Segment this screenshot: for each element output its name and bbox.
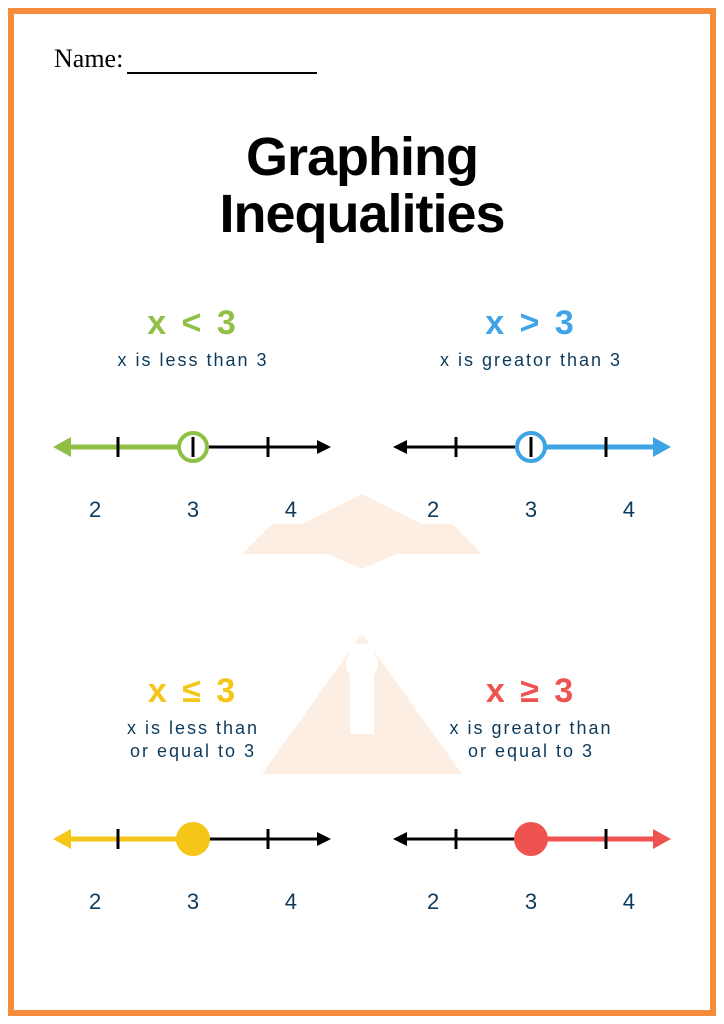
inequality-expr: x > 3	[382, 304, 680, 343]
tick-label: 3	[187, 889, 199, 915]
inequality-desc: x is greator than or equal to 3	[382, 717, 680, 764]
numberline: 2 3 4	[382, 427, 680, 487]
page-title: Graphing Inequalities	[14, 129, 710, 242]
cell-less-than: x < 3 x is less than 3 2 3 4	[44, 304, 342, 612]
numberline: 2 3 4	[44, 819, 342, 879]
title-line-2: Inequalities	[14, 186, 710, 243]
tick-label: 3	[525, 497, 537, 523]
inequality-grid: x < 3 x is less than 3 2 3 4 x > 3 x is …	[44, 304, 680, 980]
tick-label: 3	[187, 497, 199, 523]
worksheet-frame: Name: Graphing Inequalities x < 3 x is l…	[8, 8, 716, 1016]
cell-greater-than: x > 3 x is greator than 3 2 3 4	[382, 304, 680, 612]
tick-label: 4	[285, 889, 297, 915]
inequality-desc: x is less than 3	[44, 349, 342, 372]
numberline: 2 3 4	[44, 427, 342, 487]
inequality-expr: x ≥ 3	[382, 672, 680, 711]
tick-label: 4	[623, 889, 635, 915]
inequality-expr: x ≤ 3	[44, 672, 342, 711]
cell-less-equal: x ≤ 3 x is less than or equal to 3 2 3 4	[44, 672, 342, 980]
tick-label: 4	[285, 497, 297, 523]
tick-labels: 2 3 4	[44, 497, 342, 523]
tick-labels: 2 3 4	[382, 889, 680, 915]
tick-label: 4	[623, 497, 635, 523]
name-field-row: Name:	[54, 44, 317, 74]
tick-label: 2	[427, 497, 439, 523]
tick-label: 2	[427, 889, 439, 915]
tick-label: 3	[525, 889, 537, 915]
inequality-expr: x < 3	[44, 304, 342, 343]
numberline: 2 3 4	[382, 819, 680, 879]
name-input-line[interactable]	[127, 52, 317, 74]
tick-label: 2	[89, 889, 101, 915]
inequality-desc: x is less than or equal to 3	[44, 717, 342, 764]
inequality-desc: x is greator than 3	[382, 349, 680, 372]
cell-greater-equal: x ≥ 3 x is greator than or equal to 3 2 …	[382, 672, 680, 980]
tick-labels: 2 3 4	[382, 497, 680, 523]
tick-label: 2	[89, 497, 101, 523]
name-label: Name:	[54, 44, 123, 74]
tick-labels: 2 3 4	[44, 889, 342, 915]
title-line-1: Graphing	[14, 129, 710, 186]
